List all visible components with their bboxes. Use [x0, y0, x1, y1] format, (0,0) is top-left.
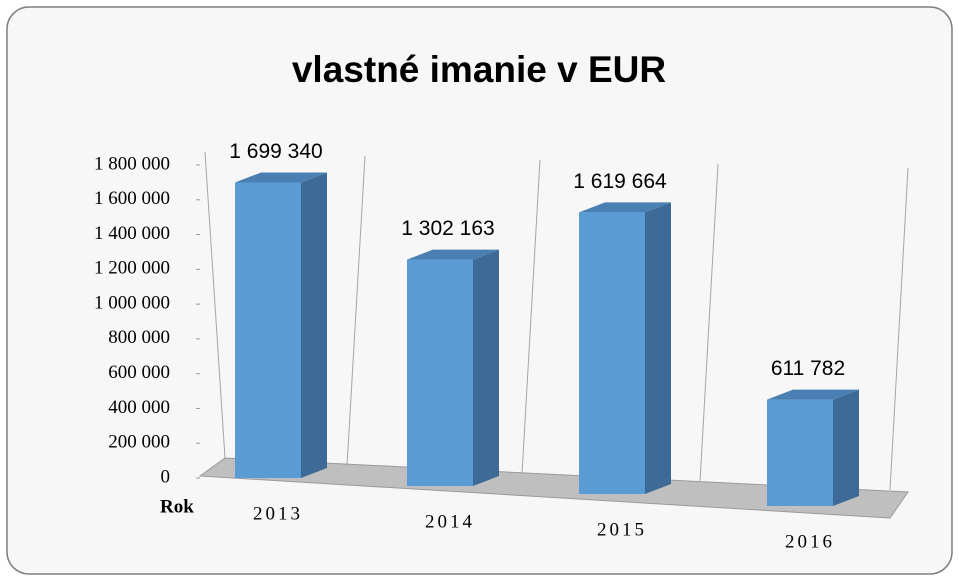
bar-top [235, 172, 327, 183]
grid-line [204, 151, 226, 459]
bar-top [767, 389, 859, 400]
x-tick-label: 2016 [785, 531, 835, 552]
x-tick-label: 2013 [253, 503, 303, 524]
y-tick-label: 200 000 [108, 432, 170, 453]
y-tick-label: 600 000 [108, 362, 170, 383]
data-label: 1 302 163 [401, 217, 494, 240]
bar-side [645, 202, 671, 494]
y-tick-label: 1 400 000 [94, 223, 170, 244]
bar-front [407, 259, 473, 486]
x-tick-label: 2014 [425, 511, 475, 532]
bar-front [767, 399, 833, 506]
y-tick-label: 400 000 [108, 397, 170, 418]
y-tick-label: 0 [161, 466, 171, 487]
bar-front [235, 182, 301, 478]
y-tick-label: 1 800 000 [94, 153, 170, 174]
bar-front [579, 212, 645, 494]
bar-side [833, 389, 859, 506]
data-label: 1 699 340 [229, 140, 322, 163]
data-label: 1 619 664 [573, 170, 667, 193]
x-axis-title: Rok [160, 496, 194, 517]
bar-top [407, 249, 499, 260]
grid-line [699, 163, 719, 483]
chart-title: vlastné imanie v EUR [292, 49, 666, 90]
bar-side [301, 172, 327, 478]
data-label: 611 782 [771, 357, 845, 380]
y-tick-label: 1 200 000 [94, 258, 170, 279]
x-tick-label: 2015 [597, 519, 647, 540]
floor [198, 457, 909, 519]
y-tick-label: 1 600 000 [94, 188, 170, 209]
grid-line [889, 167, 909, 491]
y-tick-label: 1 000 000 [94, 292, 170, 313]
grid-line [521, 159, 541, 475]
y-tick-label: 800 000 [108, 327, 170, 348]
bar-side [473, 249, 499, 486]
grid-line [346, 155, 366, 467]
bar-top [579, 202, 671, 213]
